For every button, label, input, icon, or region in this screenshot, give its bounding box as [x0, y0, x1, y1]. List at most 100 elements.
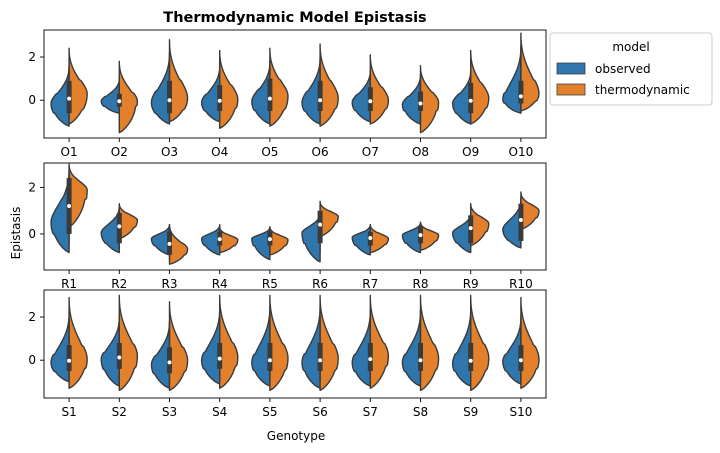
violin-half-thermodynamic-O8 [419, 64, 440, 134]
violin-half-thermodynamic-R2 [118, 203, 139, 240]
violin-R4 [200, 223, 239, 256]
median-dot-O5 [267, 96, 272, 101]
violin-O10 [502, 32, 540, 114]
x-tick-label-O2: O2 [111, 145, 128, 159]
x-tick-label-O9: O9 [462, 145, 479, 159]
violin-half-observed-O3 [150, 51, 171, 125]
iqr-box-R10 [518, 203, 524, 241]
iqr-box-O10 [518, 80, 524, 104]
x-tick-label-O8: O8 [412, 145, 429, 159]
iqr-box-S8 [418, 342, 423, 371]
violin-half-thermodynamic-S3 [168, 301, 189, 392]
median-dot-S4 [217, 356, 222, 361]
violin-S10 [502, 296, 540, 389]
x-tick-label-R5: R5 [262, 277, 278, 291]
violin-half-observed-R5 [251, 226, 271, 261]
violin-half-thermodynamic-O3 [168, 39, 189, 123]
chart-title: Thermodynamic Model Epistasis [163, 10, 426, 26]
median-dot-R10 [518, 217, 523, 222]
violin-half-thermodynamic-S10 [520, 296, 540, 389]
x-tick-label-S3: S3 [162, 405, 177, 419]
violin-half-observed-S9 [451, 307, 472, 387]
median-dot-R4 [217, 237, 222, 242]
violin-half-thermodynamic-R7 [369, 223, 390, 254]
violin-half-thermodynamic-S6 [319, 294, 339, 392]
violin-half-observed-O7 [351, 69, 371, 123]
violin-half-thermodynamic-R3 [168, 223, 189, 265]
median-dot-R2 [117, 224, 122, 229]
violin-S8 [401, 294, 440, 392]
violin-half-thermodynamic-S2 [118, 294, 139, 392]
violin-half-observed-O8 [401, 73, 422, 125]
violin-half-thermodynamic-O10 [520, 32, 540, 112]
iqr-box-S6 [317, 342, 323, 371]
violin-half-observed-S6 [301, 305, 321, 389]
x-tick-label-S10: S10 [509, 405, 532, 419]
iqr-box-S3 [167, 347, 172, 374]
iqr-box-R6 [317, 210, 323, 244]
violin-half-thermodynamic-R1 [68, 163, 88, 228]
violin-S6 [301, 294, 339, 392]
violin-O9 [451, 49, 490, 125]
violin-half-observed-O1 [50, 64, 70, 127]
median-dot-S1 [67, 358, 72, 363]
violin-half-thermodynamic-R9 [470, 203, 490, 247]
iqr-box-O7 [367, 87, 373, 111]
violin-R10 [502, 191, 540, 249]
y-tick-label-2: 2 [28, 310, 36, 324]
legend-swatch-observed [556, 62, 586, 75]
violin-O4 [200, 49, 239, 129]
x-tick-label-R4: R4 [212, 277, 228, 291]
y-tick-label-0: 0 [28, 353, 36, 367]
x-tick-label-O5: O5 [261, 145, 278, 159]
median-dot-R7 [368, 236, 373, 241]
violin-R7 [351, 223, 390, 256]
violin-half-thermodynamic-R5 [269, 226, 289, 256]
violin-half-observed-S5 [251, 305, 271, 387]
x-tick-label-S5: S5 [262, 405, 277, 419]
median-dot-O1 [67, 96, 72, 101]
violin-half-thermodynamic-R8 [419, 221, 440, 251]
x-tick-label-O6: O6 [312, 145, 329, 159]
violin-half-thermodynamic-O7 [369, 54, 390, 125]
iqr-box-O6 [317, 80, 323, 111]
panel-frame-2 [43, 162, 547, 271]
x-tick-label-O4: O4 [211, 145, 228, 159]
violin-half-thermodynamic-S4 [219, 294, 239, 389]
violin-S5 [251, 294, 289, 392]
violin-S2 [100, 294, 139, 392]
violin-O6 [301, 43, 339, 127]
violin-half-thermodynamic-R6 [319, 200, 339, 237]
median-dot-R8 [418, 233, 423, 238]
y-tick-label-2: 2 [28, 50, 36, 64]
violin-half-thermodynamic-O2 [118, 60, 139, 134]
violin-O8 [401, 64, 440, 134]
x-tick-label-R7: R7 [362, 277, 378, 291]
panel-frame-3 [43, 289, 547, 399]
x-tick-label-O7: O7 [362, 145, 379, 159]
violin-half-observed-S8 [401, 309, 422, 387]
y-axis-label: Epistasis [9, 207, 23, 260]
violin-half-observed-S10 [502, 316, 522, 385]
violin-half-observed-R3 [150, 223, 171, 256]
median-dot-S10 [518, 358, 523, 363]
violin-half-thermodynamic-O9 [470, 49, 490, 125]
median-dot-R5 [267, 237, 272, 242]
iqr-box-O3 [167, 80, 172, 114]
x-axis-label: Genotype [267, 429, 325, 443]
violin-half-observed-O6 [301, 56, 321, 125]
violin-half-observed-R7 [351, 223, 371, 256]
violin-S1 [50, 296, 88, 389]
median-dot-S7 [368, 357, 373, 362]
violin-O5 [251, 47, 289, 127]
violin-R1 [50, 163, 88, 254]
violin-half-observed-R8 [401, 221, 422, 254]
violin-half-thermodynamic-R4 [219, 226, 239, 254]
y-tick-label-0: 0 [28, 93, 36, 107]
violin-R5 [251, 226, 289, 261]
median-dot-O9 [468, 98, 473, 103]
x-tick-label-R1: R1 [61, 277, 77, 291]
x-tick-label-R9: R9 [463, 277, 479, 291]
median-dot-O4 [217, 98, 222, 103]
